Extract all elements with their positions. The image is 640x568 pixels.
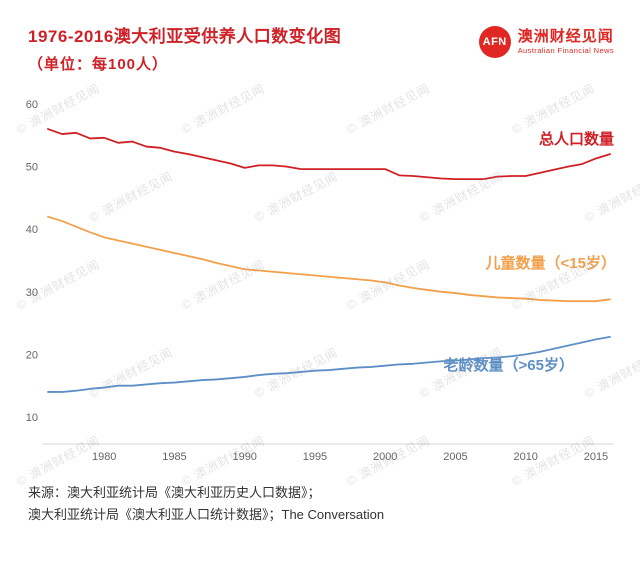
x-axis-tick-label: 2005 bbox=[443, 451, 467, 463]
x-axis-tick-label: 1990 bbox=[232, 451, 256, 463]
chart-canvas: 10 20 30 40 50 60 1980 1985 1990 1995 2000 2005 2010… bbox=[26, 99, 614, 463]
y-axis-tick-label: 10 bbox=[26, 412, 38, 424]
logo-name-en: Australian Financial News bbox=[517, 46, 614, 56]
series-label-elderly: 老龄数量（>65岁） bbox=[443, 357, 574, 374]
y-axis-tick-label: 30 bbox=[26, 287, 38, 299]
x-axis-tick-label: 2000 bbox=[373, 451, 397, 463]
x-axis-tick-label: 1995 bbox=[303, 451, 327, 463]
source-line-1: 来源：澳大利亚统计局《澳大利亚历史人口数据》； bbox=[28, 485, 321, 500]
line-chart: 10 20 30 40 50 60 1980 1985 1990 1995 2000 2005 2010… bbox=[22, 92, 622, 472]
afn-logo-icon: AFN bbox=[478, 26, 511, 58]
x-axis-tick-label: 2015 bbox=[584, 451, 608, 463]
title-block: 1976-2016澳大利亚受供养人口数变化图 （单位：每100人） bbox=[28, 22, 341, 74]
series-label-total-population: 总人口数量 bbox=[538, 131, 614, 148]
source-line-2: 澳大利亚统计局《澳大利亚人口统计数据》；The Conversation bbox=[28, 507, 385, 522]
x-axis-tick-label: 2010 bbox=[513, 451, 537, 463]
series-label-children: 儿童数量（<15岁） bbox=[485, 255, 616, 272]
chart-subtitle-unit: （单位：每100人） bbox=[28, 56, 169, 73]
y-axis-tick-label: 60 bbox=[26, 99, 38, 111]
logo-name-cn: 澳洲财经见闻 bbox=[517, 28, 614, 46]
series-line-total-population bbox=[47, 128, 611, 181]
y-axis-tick-label: 20 bbox=[26, 349, 38, 361]
header: 1976-2016澳大利亚受供养人口数变化图 （单位：每100人） AFN 澳洲… bbox=[0, 0, 640, 86]
series-line-elderly bbox=[47, 335, 611, 393]
x-axis-tick-label: 1980 bbox=[92, 451, 116, 463]
series-line-children bbox=[47, 215, 611, 303]
chart-title: 1976-2016澳大利亚受供养人口数变化图 bbox=[28, 27, 342, 46]
y-axis-tick-label: 40 bbox=[26, 224, 38, 236]
y-axis-tick-label: 50 bbox=[26, 162, 38, 174]
x-axis-tick-label: 1985 bbox=[162, 451, 186, 463]
publisher-logo: AFN 澳洲财经见闻 Australian Financial News bbox=[478, 26, 614, 58]
source-attribution: 来源：澳大利亚统计局《澳大利亚历史人口数据》； 澳大利亚统计局《澳大利亚人口统计… bbox=[28, 482, 384, 526]
logo-text: 澳洲财经见闻 Australian Financial News bbox=[518, 28, 614, 56]
